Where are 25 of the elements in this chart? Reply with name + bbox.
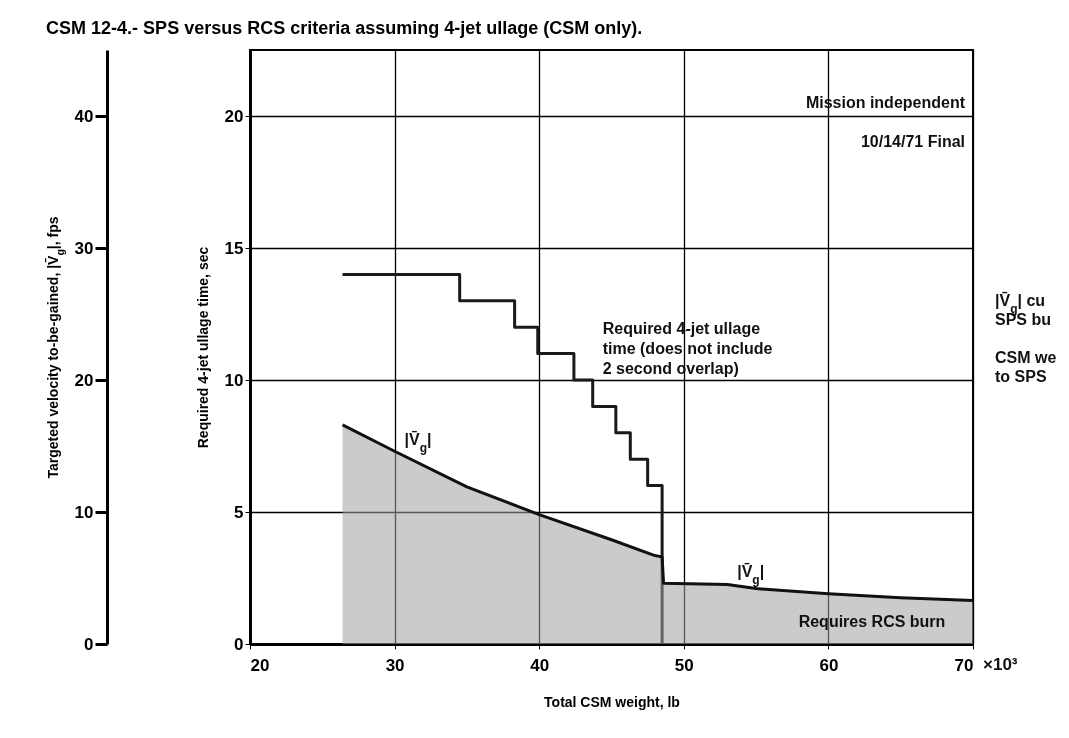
y-tick-label: 5	[234, 502, 244, 522]
x-tick-label: 60	[819, 655, 839, 675]
y-tick-label: 0	[234, 634, 244, 654]
y2-tick-label: 40	[74, 106, 94, 126]
annotation: 10/14/71 Final	[860, 133, 965, 150]
y-tick-label: 20	[224, 106, 244, 126]
chart-title: CSM 12-4.- SPS versus RCS criteria assuming 4-jet ullage (CSM only).	[46, 18, 643, 38]
x-axis-title: Total CSM weight, lb	[544, 693, 680, 710]
y2-tick-label: 30	[74, 238, 94, 258]
x-tick-label: 70	[954, 655, 974, 675]
y-tick-label: 10	[224, 370, 244, 390]
text: CSM we	[995, 349, 1057, 366]
y-axis-title: Required 4-jet ullage time, sec	[194, 246, 211, 449]
y-tick-label: 15	[224, 238, 244, 258]
x-tick-label: 20	[250, 655, 270, 675]
y2-tick-label: 20	[74, 370, 94, 390]
annotation: |V̄$_{g}$|	[737, 562, 765, 588]
y2-tick-label: 10	[74, 502, 94, 522]
text: to SPS	[995, 368, 1047, 385]
x-tick-label: 50	[674, 655, 694, 675]
y2-tick-label: 0	[84, 634, 94, 654]
annotation: |V̄$_{g}$|	[404, 430, 432, 456]
x-tick-label: 30	[385, 655, 405, 675]
text: ×10³	[983, 655, 1018, 674]
x-tick-label: 40	[530, 655, 550, 675]
